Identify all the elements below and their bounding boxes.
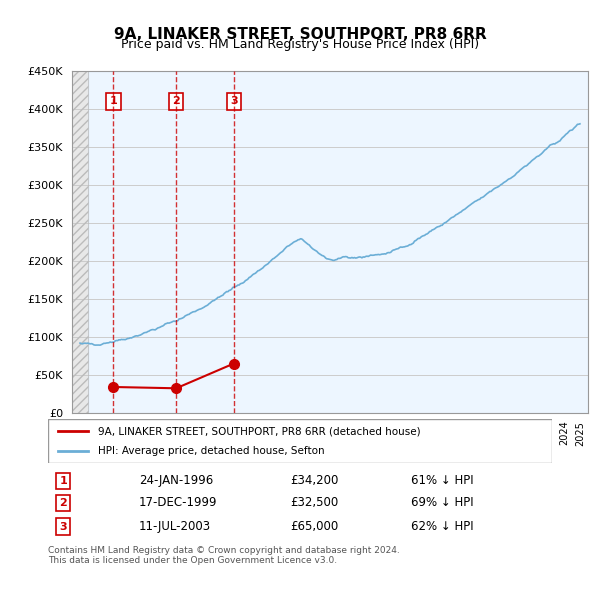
Text: 9A, LINAKER STREET, SOUTHPORT, PR8 6RR: 9A, LINAKER STREET, SOUTHPORT, PR8 6RR: [113, 27, 487, 41]
Text: 69% ↓ HPI: 69% ↓ HPI: [411, 496, 473, 510]
Text: 61% ↓ HPI: 61% ↓ HPI: [411, 474, 473, 487]
Text: 17-DEC-1999: 17-DEC-1999: [139, 496, 217, 510]
Bar: [72, 71, 88, 413]
Text: £32,500: £32,500: [290, 496, 338, 510]
Text: 24-JAN-1996: 24-JAN-1996: [139, 474, 213, 487]
Text: 62% ↓ HPI: 62% ↓ HPI: [411, 520, 473, 533]
Text: Price paid vs. HM Land Registry's House Price Index (HPI): Price paid vs. HM Land Registry's House …: [121, 38, 479, 51]
Text: 1: 1: [59, 476, 67, 486]
Text: £65,000: £65,000: [290, 520, 338, 533]
Text: 3: 3: [59, 522, 67, 532]
Text: 2: 2: [59, 498, 67, 508]
Text: 9A, LINAKER STREET, SOUTHPORT, PR8 6RR (detached house): 9A, LINAKER STREET, SOUTHPORT, PR8 6RR (…: [98, 427, 421, 436]
Bar: [88, 71, 588, 413]
Text: 2: 2: [172, 96, 180, 106]
Text: Contains HM Land Registry data © Crown copyright and database right 2024.
This d: Contains HM Land Registry data © Crown c…: [48, 546, 400, 565]
Text: £34,200: £34,200: [290, 474, 338, 487]
Text: 1: 1: [110, 96, 118, 106]
Text: HPI: Average price, detached house, Sefton: HPI: Average price, detached house, Seft…: [98, 446, 325, 455]
Text: 3: 3: [230, 96, 238, 106]
Bar: [72, 71, 88, 413]
Bar: [72, 71, 88, 413]
Text: 11-JUL-2003: 11-JUL-2003: [139, 520, 211, 533]
FancyBboxPatch shape: [48, 419, 552, 463]
